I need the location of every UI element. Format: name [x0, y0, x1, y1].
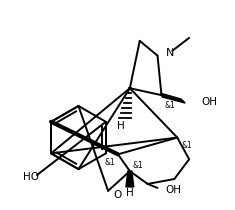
Text: N: N	[165, 48, 174, 58]
Text: &1: &1	[164, 101, 175, 109]
Polygon shape	[161, 93, 185, 103]
Text: HO: HO	[23, 172, 39, 182]
Text: OH: OH	[201, 97, 217, 107]
Text: &1: &1	[105, 158, 115, 167]
Text: &1: &1	[182, 141, 192, 150]
Text: OH: OH	[165, 185, 181, 195]
Text: H: H	[126, 188, 134, 198]
Text: H: H	[117, 121, 125, 131]
Text: O: O	[113, 190, 121, 200]
Text: &1: &1	[132, 161, 143, 170]
Polygon shape	[126, 171, 134, 187]
